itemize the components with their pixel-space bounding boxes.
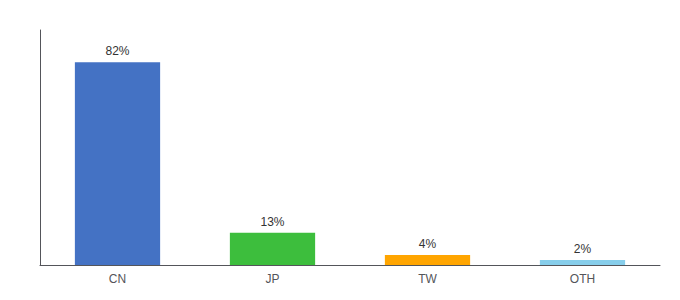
svg-text:OTH: OTH [570, 272, 595, 286]
svg-text:13%: 13% [260, 215, 284, 229]
svg-text:4%: 4% [419, 237, 437, 251]
svg-text:82%: 82% [105, 44, 129, 58]
svg-text:CN: CN [109, 272, 126, 286]
svg-text:2%: 2% [574, 242, 592, 256]
svg-text:JP: JP [265, 272, 279, 286]
svg-text:TW: TW [418, 272, 437, 286]
